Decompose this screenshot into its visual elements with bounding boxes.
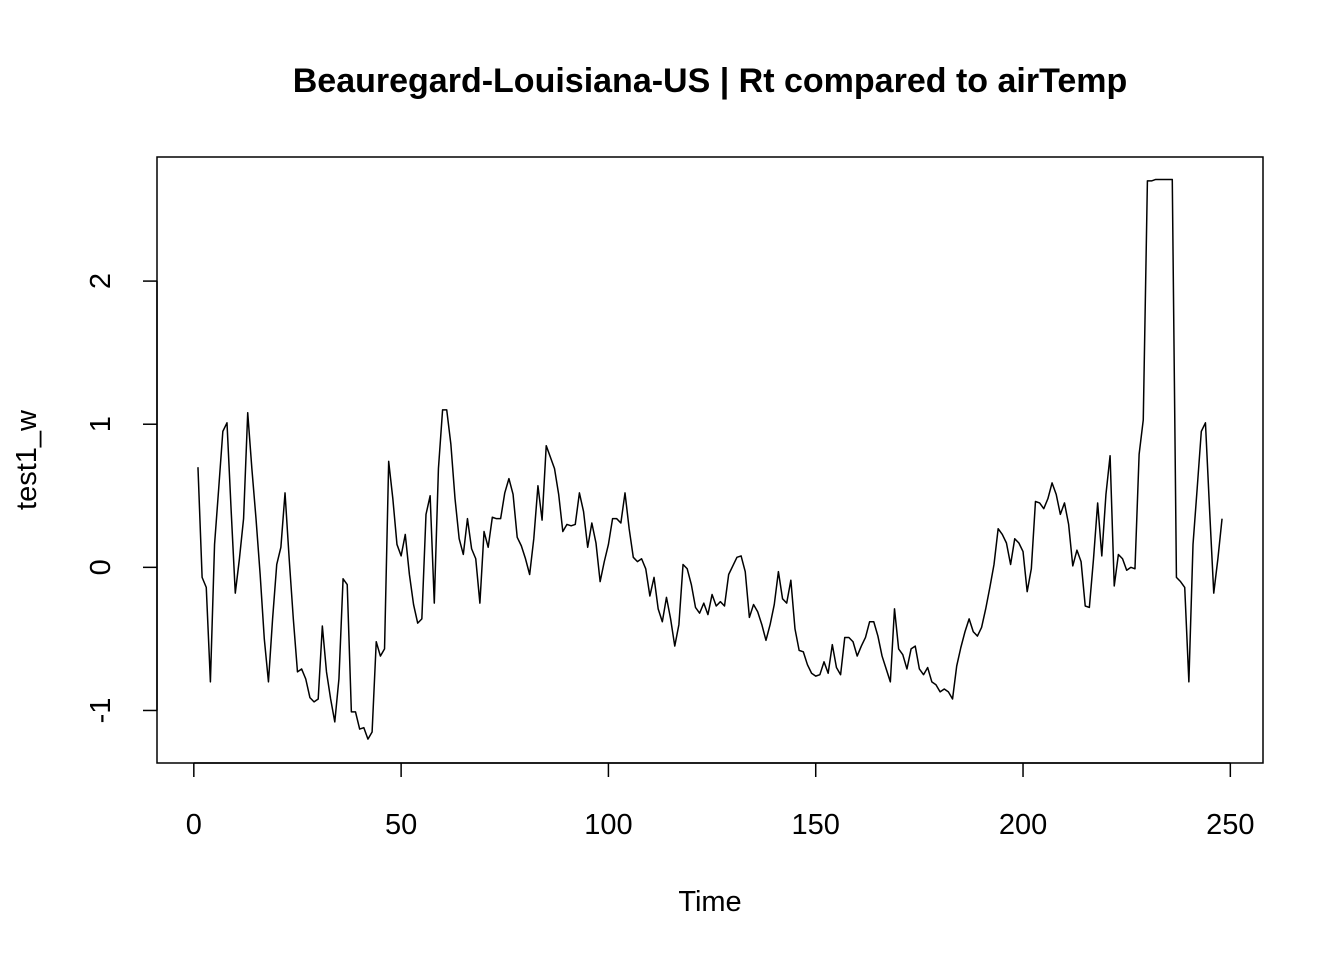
x-tick-label: 250	[1206, 809, 1254, 841]
y-tick-label: 0	[85, 559, 117, 575]
x-tick-label: 100	[584, 809, 632, 841]
x-tick-label: 150	[792, 809, 840, 841]
x-tick-label: 50	[385, 809, 417, 841]
chart-title: Beauregard-Louisiana-US | Rt compared to…	[293, 62, 1127, 100]
y-axis-label: test1_w	[11, 409, 43, 510]
y-tick-label: 1	[85, 416, 117, 432]
y-tick-label: -1	[85, 698, 117, 724]
data-line	[197, 178, 1223, 740]
y-tick-label: 2	[85, 273, 117, 289]
x-tick-label: 0	[186, 809, 202, 841]
x-tick-label: 200	[999, 809, 1047, 841]
x-axis-label: Time	[678, 886, 741, 918]
